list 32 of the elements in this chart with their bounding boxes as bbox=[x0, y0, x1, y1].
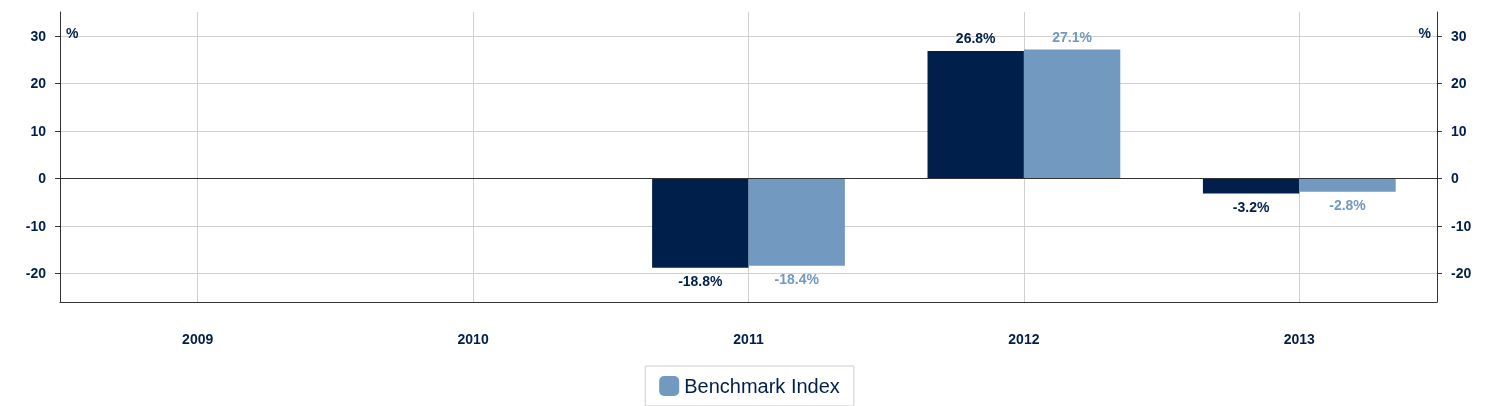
x-tick-label: 2011 bbox=[733, 331, 764, 347]
y-tick-label: 0 bbox=[38, 170, 47, 187]
y-tick-label: 20 bbox=[30, 75, 47, 92]
y2-tick-label: 10 bbox=[1451, 122, 1467, 139]
y-tick-label: -10 bbox=[25, 217, 47, 234]
y-tick-label: -20 bbox=[25, 265, 47, 282]
legend-label: Benchmark Index bbox=[684, 375, 840, 397]
y2-tick-label: -10 bbox=[1451, 217, 1472, 234]
x-tick-label: 2012 bbox=[1008, 331, 1040, 347]
x-tick-label: 2009 bbox=[182, 331, 214, 347]
y2-axis-title: % bbox=[1418, 25, 1432, 41]
bar bbox=[927, 50, 1024, 179]
y-tick-label: 30 bbox=[30, 27, 47, 44]
data-label: -18.8% bbox=[678, 272, 724, 289]
y-tick-label: 10 bbox=[30, 122, 47, 139]
data-label: -18.4% bbox=[774, 270, 820, 287]
data-label: 27.1% bbox=[1052, 28, 1093, 45]
bar bbox=[1023, 49, 1121, 179]
x-tick-label: 2010 bbox=[457, 331, 489, 347]
bar bbox=[652, 178, 749, 268]
bar bbox=[748, 178, 845, 266]
y-axis-title: % bbox=[66, 25, 79, 41]
y2-tick-label: 20 bbox=[1451, 75, 1467, 92]
data-label: -3.2% bbox=[1232, 198, 1270, 215]
y2-tick-label: 0 bbox=[1451, 170, 1459, 187]
data-label: -2.8% bbox=[1329, 196, 1367, 213]
y2-tick-label: -20 bbox=[1451, 265, 1472, 282]
y2-tick-label: 30 bbox=[1451, 27, 1467, 44]
bar bbox=[1299, 178, 1396, 192]
bar bbox=[1202, 178, 1300, 194]
x-tick-label: 2013 bbox=[1283, 331, 1316, 347]
data-label: 26.8% bbox=[955, 29, 997, 46]
